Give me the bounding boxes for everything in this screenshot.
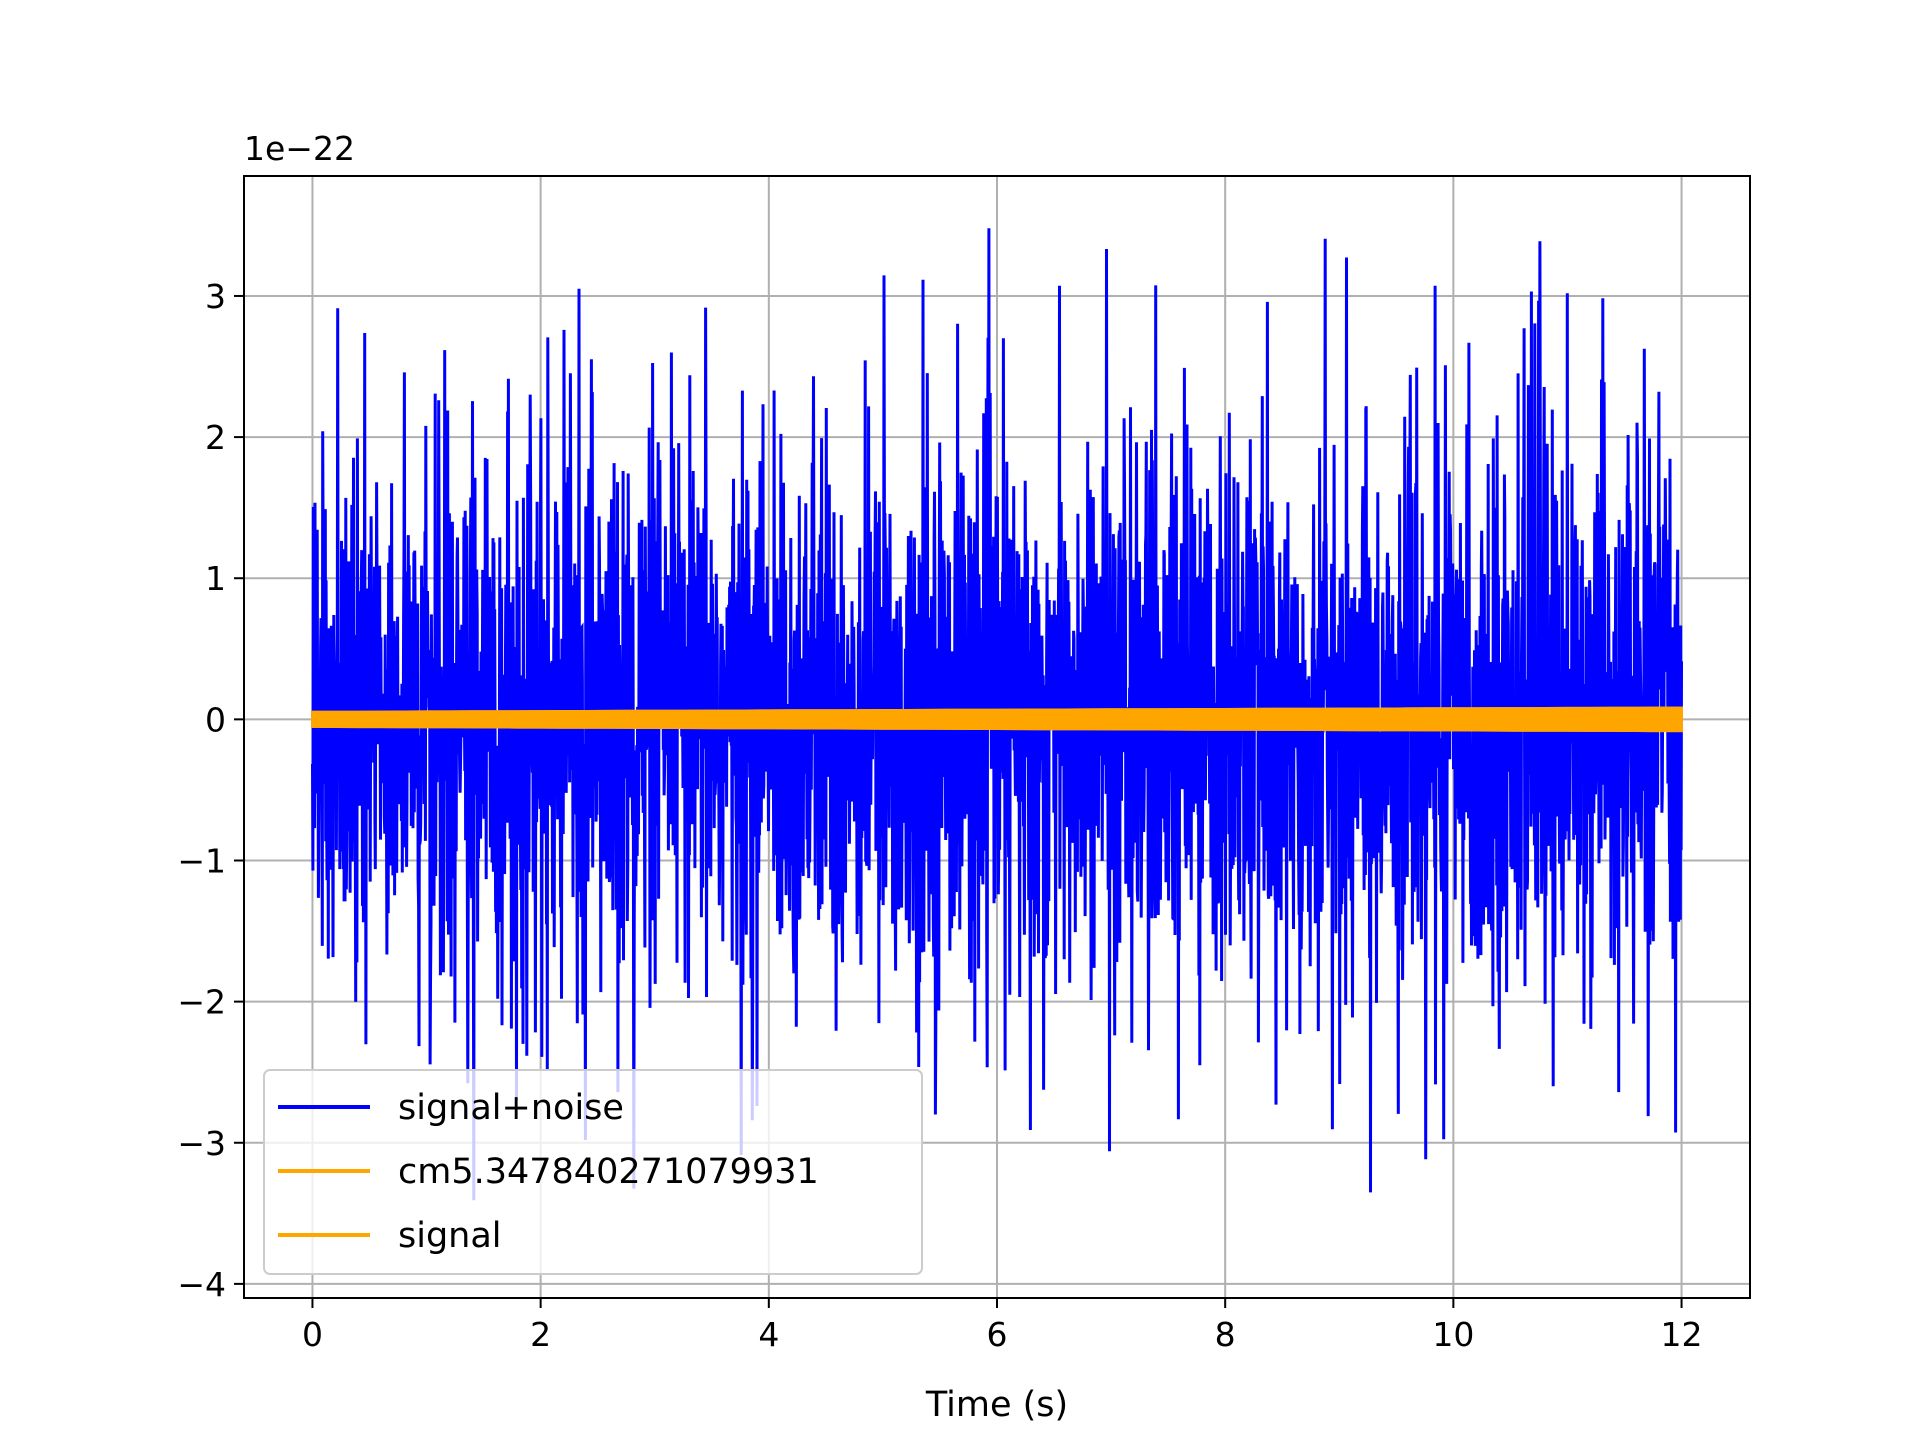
x-axis-label: Time (s): [925, 1385, 1068, 1425]
y-tick-label-2: −2: [177, 983, 226, 1022]
legend-box: [263, 1069, 923, 1275]
y-tick-label-6: 2: [205, 418, 226, 457]
series-signal-band: [311, 706, 1683, 733]
y-tick-label-0: −4: [177, 1265, 226, 1304]
x-tick-label-6: 12: [1661, 1315, 1703, 1354]
x-tick-label-5: 10: [1432, 1315, 1474, 1354]
x-tick-label-0: 0: [302, 1315, 323, 1354]
x-tick-label-2: 4: [758, 1315, 779, 1354]
legend-label-cm: cm5.347840271079931: [398, 1152, 819, 1192]
y-offset-text: 1e−22: [244, 129, 355, 168]
legend-label-signal-noise: signal+noise: [398, 1088, 624, 1128]
y-tick-label-4: 0: [205, 700, 226, 739]
y-tick-label-5: 1: [205, 559, 226, 598]
x-tick-label-1: 2: [530, 1315, 551, 1354]
legend-label-signal: signal: [398, 1216, 502, 1256]
y-tick-label-3: −1: [177, 841, 226, 880]
y-tick-label-7: 3: [205, 277, 226, 316]
series-layer: [311, 228, 1683, 1201]
x-tick-label-4: 8: [1215, 1315, 1236, 1354]
y-tick-label-1: −3: [177, 1124, 226, 1163]
legend: signal+noise cm5.347840271079931 signal: [263, 1069, 923, 1275]
x-tick-label-3: 6: [987, 1315, 1008, 1354]
